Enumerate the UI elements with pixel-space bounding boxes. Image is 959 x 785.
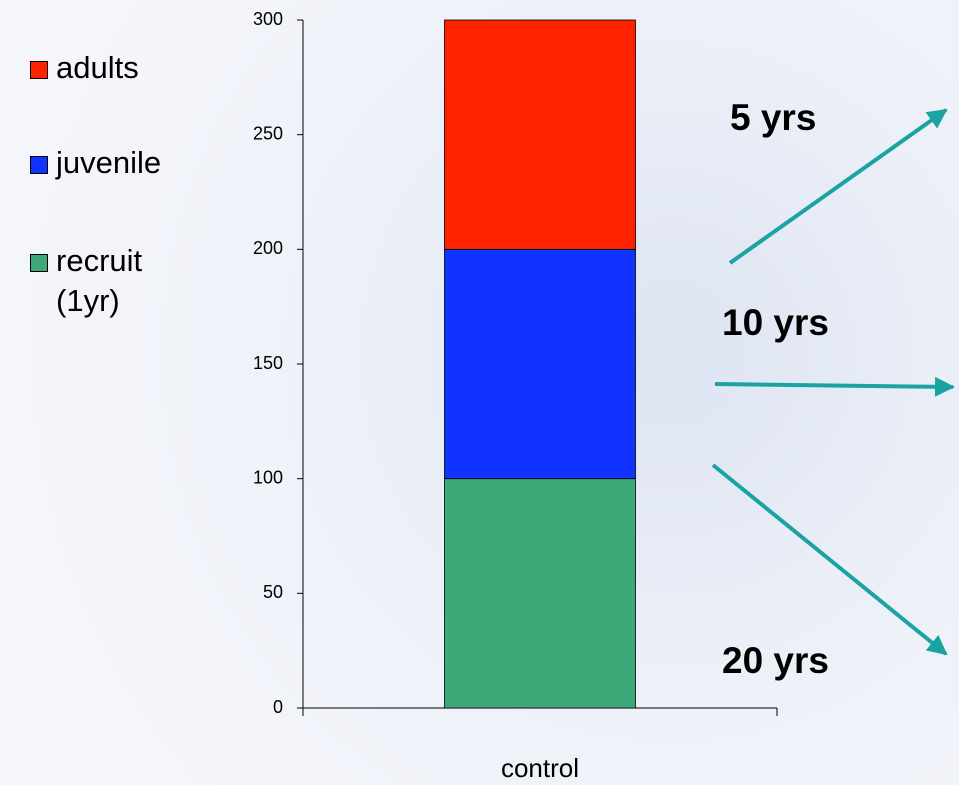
y-tick-label: 250: [253, 123, 283, 143]
legend-swatch: [30, 156, 48, 174]
arrow: [728, 108, 948, 265]
legend-label: juvenile: [56, 145, 162, 180]
bar-segment: [444, 478, 636, 709]
annotation: 10 yrs: [722, 302, 829, 343]
y-tick-label: 150: [253, 353, 283, 373]
y-tick-label: 50: [263, 582, 283, 602]
y-tick-label: 0: [273, 697, 283, 717]
legend-swatch: [30, 254, 48, 272]
arrow: [711, 463, 948, 656]
y-tick-label: 100: [253, 467, 283, 487]
legend-label: adults: [56, 50, 139, 85]
y-tick-label: 300: [253, 9, 283, 29]
legend-label: recruit (1yr): [56, 243, 143, 318]
y-tick-label: 200: [253, 238, 283, 258]
arrow: [714, 376, 955, 397]
bar-segment: [444, 19, 636, 250]
legend-swatch: [30, 61, 48, 79]
annotation: 20 yrs: [722, 640, 829, 681]
bar-segment: [444, 248, 636, 480]
annotation: 5 yrs: [730, 97, 816, 138]
x-tick-label: control: [501, 753, 579, 783]
